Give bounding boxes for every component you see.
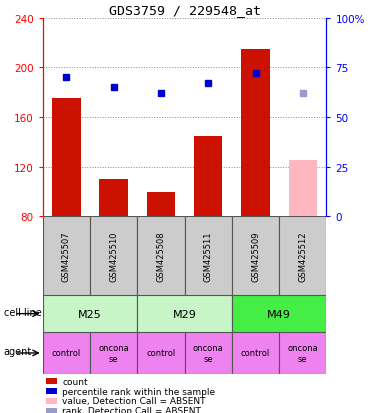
Text: cell line: cell line: [4, 307, 42, 317]
Bar: [52, 99, 81, 217]
Bar: [279, 332, 326, 374]
Text: GSM425507: GSM425507: [62, 231, 71, 281]
Bar: [232, 217, 279, 295]
Text: GSM425511: GSM425511: [204, 231, 213, 281]
Title: GDS3759 / 229548_at: GDS3759 / 229548_at: [109, 5, 260, 17]
Bar: [232, 295, 326, 332]
Bar: [137, 332, 185, 374]
Bar: [232, 332, 279, 374]
Bar: [90, 332, 137, 374]
Bar: [137, 295, 232, 332]
Text: agent: agent: [4, 346, 32, 356]
Bar: [147, 192, 175, 217]
Bar: [137, 217, 185, 295]
Bar: [43, 332, 90, 374]
Text: control: control: [146, 349, 175, 358]
Text: oncona
se: oncona se: [288, 344, 318, 363]
Bar: [43, 217, 90, 295]
Text: oncona
se: oncona se: [98, 344, 129, 363]
Text: M25: M25: [78, 309, 102, 319]
Text: GSM425508: GSM425508: [157, 231, 165, 281]
Bar: [99, 180, 128, 217]
Bar: [194, 136, 222, 217]
Bar: [289, 161, 317, 217]
Text: control: control: [52, 349, 81, 358]
Bar: [242, 50, 270, 217]
Text: M49: M49: [267, 309, 291, 319]
Text: M29: M29: [173, 309, 197, 319]
Bar: [184, 332, 232, 374]
Text: oncona
se: oncona se: [193, 344, 224, 363]
Bar: [90, 217, 137, 295]
Text: percentile rank within the sample: percentile rank within the sample: [62, 387, 216, 396]
Text: value, Detection Call = ABSENT: value, Detection Call = ABSENT: [62, 396, 206, 406]
Bar: [43, 295, 137, 332]
Bar: [279, 217, 326, 295]
Text: rank, Detection Call = ABSENT: rank, Detection Call = ABSENT: [62, 406, 201, 413]
Text: control: control: [241, 349, 270, 358]
Text: count: count: [62, 377, 88, 386]
Text: GSM425509: GSM425509: [251, 231, 260, 281]
Bar: [184, 217, 232, 295]
Text: GSM425510: GSM425510: [109, 231, 118, 281]
Text: GSM425512: GSM425512: [298, 231, 307, 281]
